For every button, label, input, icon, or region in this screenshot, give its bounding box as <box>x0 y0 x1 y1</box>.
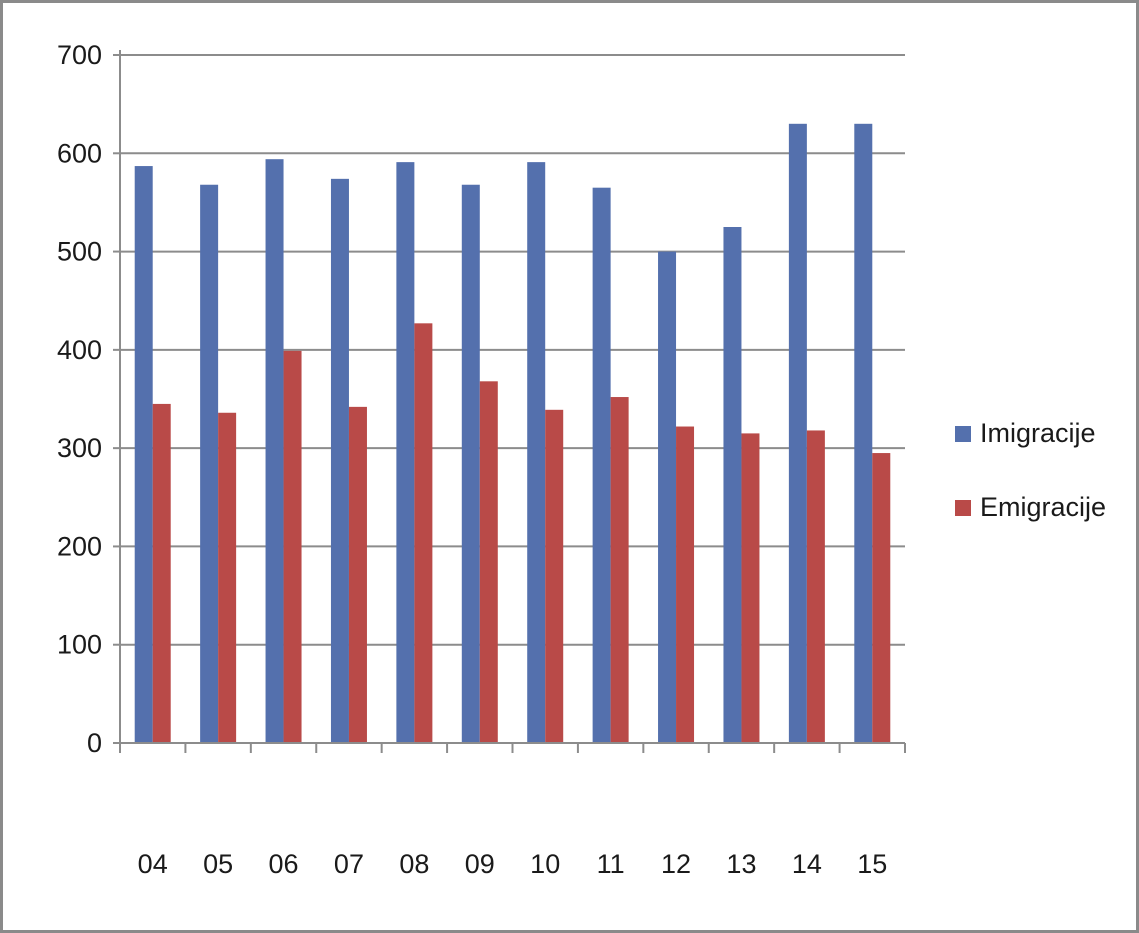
legend-label-imigracije: Imigracije <box>980 418 1096 448</box>
bar-emigracije-04 <box>152 403 171 743</box>
x-tick-label: 14 <box>792 849 822 879</box>
x-tick-label: 05 <box>203 849 233 879</box>
bar-imigracije-12 <box>658 251 677 744</box>
bars <box>134 123 891 744</box>
x-tick-label: 07 <box>334 849 364 879</box>
bar-emigracije-15 <box>872 453 891 743</box>
gridlines <box>120 54 905 646</box>
bar-emigracije-12 <box>676 426 695 743</box>
bar-imigracije-10 <box>527 162 546 744</box>
bar-imigracije-13 <box>723 227 742 743</box>
y-tick-label: 700 <box>57 40 102 70</box>
bar-emigracije-13 <box>741 433 760 743</box>
bar-imigracije-15 <box>854 123 873 744</box>
x-tick-label: 04 <box>138 849 168 879</box>
y-tick-label: 600 <box>57 138 102 168</box>
y-tick-label: 500 <box>57 237 102 267</box>
x-axis-ticks: 04 05 06 07 08 09 10 11 12 13 14 15 <box>138 849 888 879</box>
bar-imigracije-14 <box>788 123 807 744</box>
y-tick-label: 400 <box>57 335 102 365</box>
y-tick-label: 200 <box>57 531 102 561</box>
x-tick-label: 06 <box>269 849 299 879</box>
legend-label-emigracije: Emigracije <box>980 492 1106 522</box>
bar-imigracije-09 <box>461 184 480 744</box>
y-tick-label: 100 <box>57 630 102 660</box>
bar-imigracije-08 <box>396 162 415 744</box>
bar-emigracije-14 <box>806 430 825 743</box>
bar-imigracije-06 <box>265 159 284 743</box>
bar-imigracije-07 <box>330 178 349 744</box>
y-tick-label: 0 <box>87 728 102 758</box>
bar-emigracije-11 <box>610 397 629 743</box>
axes <box>119 50 906 753</box>
bar-imigracije-05 <box>200 184 219 744</box>
legend-swatch-emigracije <box>955 500 971 516</box>
x-tick-label: 08 <box>399 849 429 879</box>
legend-swatch-imigracije <box>955 426 971 442</box>
bar-emigracije-08 <box>414 323 433 743</box>
bar-emigracije-06 <box>283 350 302 743</box>
legend: Imigracije Emigracije <box>955 418 1106 522</box>
bar-emigracije-05 <box>218 412 237 743</box>
bar-emigracije-09 <box>479 381 498 743</box>
bar-imigracije-04 <box>134 166 153 743</box>
x-tick-label: 12 <box>661 849 691 879</box>
y-axis-ticks: 0 100 200 300 400 500 600 700 <box>57 40 120 758</box>
y-tick-label: 300 <box>57 433 102 463</box>
x-tick-label: 15 <box>857 849 887 879</box>
bar-emigracije-10 <box>545 409 564 743</box>
bar-imigracije-11 <box>592 187 611 743</box>
bar-emigracije-07 <box>348 406 367 743</box>
x-tick-label: 09 <box>465 849 495 879</box>
x-tick-label: 10 <box>530 849 560 879</box>
x-tick-label: 11 <box>597 849 625 879</box>
x-tick-label: 13 <box>726 849 756 879</box>
